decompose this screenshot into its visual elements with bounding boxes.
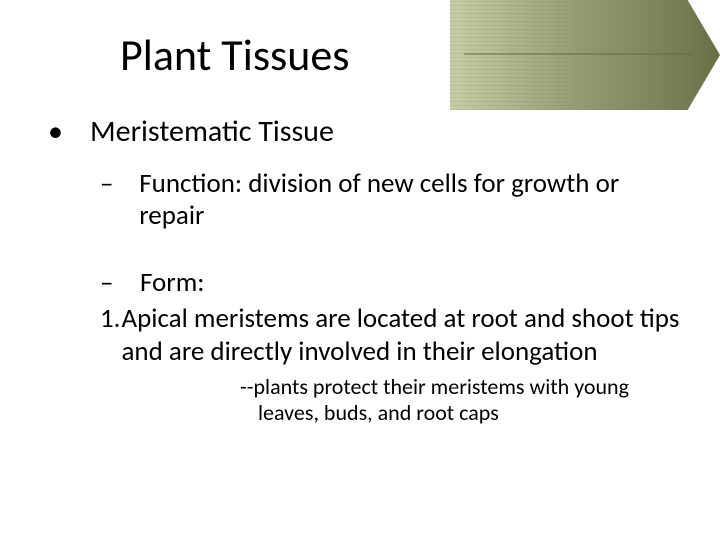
note-container: --plants protect their meristems with yo…	[40, 374, 680, 427]
bullet-text: Meristematic Tissue	[90, 114, 334, 150]
sub-text-function: Function: division of new cells for grow…	[139, 168, 680, 233]
bullet-level-1: • Meristematic Tissue	[40, 114, 680, 150]
note-text: --plants protect their meristems with yo…	[258, 374, 680, 427]
root-tip-image	[450, 0, 720, 110]
sub-bullet-function: – Function: division of new cells for gr…	[100, 168, 680, 233]
dash-marker-icon: –	[100, 168, 139, 233]
sub-text-form: Form:	[140, 267, 204, 299]
bullet-marker-icon: •	[40, 114, 90, 150]
numbered-text: Apical meristems are located at root and…	[121, 303, 680, 368]
sub-bullet-form: – Form:	[100, 267, 680, 299]
numbered-item-1: 1. Apical meristems are located at root …	[100, 303, 680, 368]
dash-marker-icon: –	[100, 267, 140, 299]
slide-container: Plant Tissues • Meristematic Tissue – Fu…	[0, 0, 720, 540]
number-marker: 1.	[100, 303, 121, 368]
